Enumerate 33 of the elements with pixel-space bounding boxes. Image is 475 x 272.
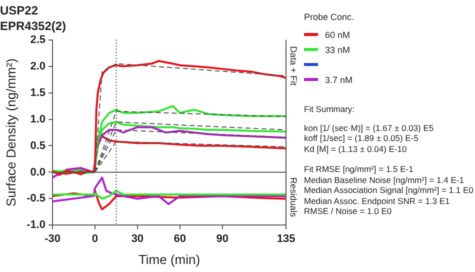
x-tick-label: 135 xyxy=(276,232,296,245)
text: kon [1/ (sec·M)] = (1.67 ± 0.03) E5 xyxy=(304,122,435,133)
y-tick-label: 2.5 xyxy=(30,34,46,46)
text: Kd [M] = (1.13 ± 0.04) E-10 xyxy=(304,144,408,154)
y-tick-label: 0.5 xyxy=(30,140,46,152)
x-tick-label: -30 xyxy=(44,232,61,245)
x-tick-label: 90 xyxy=(216,232,228,245)
text: Residuals xyxy=(288,177,299,218)
text: Median Association Signal [ng/mm²] = 1.1 E0 xyxy=(304,185,474,196)
text: Data + Fit xyxy=(288,46,299,86)
legend-label: 3.7 nM xyxy=(325,74,353,84)
x-tick-label: 0 xyxy=(92,232,98,245)
chart-subtitle: EPR4352(2) xyxy=(0,18,66,33)
text: Fit RMSE [ng/mm²] = 1.5 E-1 xyxy=(304,164,414,174)
x-tick-label: 60 xyxy=(174,232,186,245)
text: Median Assoc. Endpoint SNR = 1.3 E1 xyxy=(304,196,451,206)
chart-title: USP22 xyxy=(0,4,38,18)
x-tick-label: 30 xyxy=(131,232,144,245)
legend-title: Probe Conc. xyxy=(304,12,356,22)
y-tick-label: 1.5 xyxy=(30,86,46,99)
legend-label: 60 nM xyxy=(325,30,350,40)
y-axis-title: Surface Density (ng/mm²) xyxy=(3,58,18,207)
text: Median Baseline Noise [ng/mm²] = 1.4 E-1 xyxy=(304,174,465,185)
y-tick-label: -1.0 xyxy=(26,219,46,232)
text: koff [1/sec] = (1.89 ± 0.05) E-5 xyxy=(304,133,420,144)
x-axis-title: Time (min) xyxy=(138,252,200,267)
legend-label: 33 nM xyxy=(325,44,350,54)
y-tick-label: -0.5 xyxy=(26,192,46,205)
y-tick-label: 2.0 xyxy=(30,60,46,72)
y-tick-label: 0.0 xyxy=(30,166,46,178)
text: Fit Summary: xyxy=(304,104,356,114)
text: RMSE / Noise = 1.0 E0 xyxy=(304,206,393,216)
y-tick-label: 1.0 xyxy=(30,113,46,126)
